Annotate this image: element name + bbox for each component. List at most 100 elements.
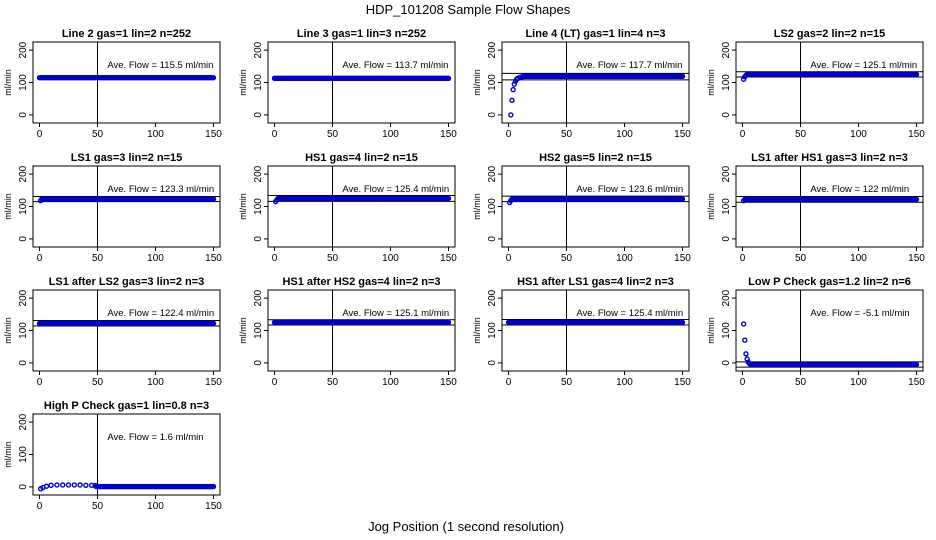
chart-panel: Low P Check gas=1.2 lin=2 n=6 ml/min 0 50 10… bbox=[706, 276, 925, 388]
data-point bbox=[83, 482, 89, 488]
x-tick-label: 50 bbox=[92, 253, 104, 264]
chart-panel: LS1 after HS1 gas=3 lin=2 n=3 ml/min 0 50 10… bbox=[706, 152, 925, 264]
y-axis-label: ml/min bbox=[3, 441, 13, 468]
panel-title: Line 4 (LT) gas=1 lin=4 n=3 bbox=[525, 28, 665, 40]
data-point bbox=[509, 97, 515, 104]
average-flow-annotation: Ave. Flow = 125.4 ml/min bbox=[342, 184, 449, 195]
x-tick-label: 50 bbox=[795, 377, 807, 388]
plot-frame bbox=[501, 289, 690, 372]
panel-title: Line 3 gas=1 lin=3 n=252 bbox=[297, 28, 426, 40]
y-tick-label: 0 bbox=[253, 236, 264, 242]
y-tick-label: 0 bbox=[18, 236, 29, 242]
panel-title: High P Check gas=1 lin=0.8 n=3 bbox=[44, 400, 209, 412]
panel-title: HS2 gas=5 lin=2 n=15 bbox=[539, 152, 652, 164]
average-flow-annotation: Ave. Flow = 1.6 ml/min bbox=[107, 432, 203, 443]
x-tick-label: 50 bbox=[92, 377, 104, 388]
x-tick-label: 100 bbox=[616, 129, 633, 140]
average-flow-annotation: Ave. Flow = 117.7 ml/min bbox=[576, 60, 682, 71]
x-tick-label: 100 bbox=[850, 253, 867, 264]
data-point bbox=[679, 196, 686, 202]
x-tick-label: 150 bbox=[205, 253, 222, 264]
x-tick-label: 0 bbox=[740, 129, 746, 140]
chart-panel: Line 2 gas=1 lin=2 n=252 ml/min 0 50 100 150 0… bbox=[3, 28, 222, 140]
y-axis-label: ml/min bbox=[472, 317, 482, 344]
x-tick-label: 0 bbox=[37, 129, 43, 140]
chart-panel: High P Check gas=1 lin=0.8 n=3 ml/min 0 50 1… bbox=[3, 400, 222, 512]
x-tick-label: 50 bbox=[561, 253, 573, 264]
y-axis-label: ml/min bbox=[3, 193, 13, 220]
x-tick-label: 150 bbox=[205, 501, 222, 512]
data-point bbox=[48, 482, 54, 488]
x-tick-label: 150 bbox=[440, 253, 457, 264]
data-point bbox=[445, 195, 452, 202]
x-tick-label: 0 bbox=[37, 501, 43, 512]
data-point bbox=[210, 483, 217, 490]
y-tick-label: 0 bbox=[253, 360, 264, 366]
y-tick-label: 200 bbox=[253, 289, 264, 306]
average-flow-annotation: Ave. Flow = -5.1 ml/min bbox=[810, 308, 909, 319]
x-tick-label: 0 bbox=[272, 377, 278, 388]
panel-title: LS1 after HS1 gas=3 lin=2 n=3 bbox=[751, 152, 908, 164]
plot-frame bbox=[501, 165, 690, 248]
panel-title: HS1 gas=4 lin=2 n=15 bbox=[305, 152, 418, 164]
y-tick-label: 200 bbox=[721, 165, 732, 182]
y-tick-label: 0 bbox=[721, 112, 732, 118]
plot-frame bbox=[735, 289, 924, 372]
panel-title: LS2 gas=2 lin=2 n=15 bbox=[774, 28, 886, 40]
x-tick-label: 50 bbox=[92, 129, 104, 140]
y-tick-label: 100 bbox=[487, 198, 498, 215]
y-tick-label: 100 bbox=[253, 198, 264, 215]
y-tick-label: 100 bbox=[721, 198, 732, 215]
y-tick-label: 0 bbox=[487, 236, 498, 242]
data-point bbox=[743, 351, 749, 357]
x-tick-label: 0 bbox=[506, 377, 512, 388]
data-point bbox=[210, 320, 217, 327]
chart-panel: HS2 gas=5 lin=2 n=15 ml/min 0 50 100 150 0 100 2… bbox=[472, 152, 691, 264]
x-tick-label: 100 bbox=[147, 501, 164, 512]
panel-title: Line 2 gas=1 lin=2 n=252 bbox=[62, 28, 191, 40]
y-tick-label: 200 bbox=[487, 165, 498, 182]
y-tick-label: 0 bbox=[253, 112, 264, 118]
x-tick-label: 50 bbox=[92, 501, 104, 512]
data-point bbox=[740, 76, 747, 82]
plot-frame bbox=[267, 165, 456, 248]
y-axis-label: ml/min bbox=[238, 69, 248, 96]
data-point bbox=[740, 321, 747, 327]
x-tick-label: 50 bbox=[561, 129, 573, 140]
y-axis-label: ml/min bbox=[706, 317, 716, 344]
data-point bbox=[913, 196, 920, 203]
data-point bbox=[445, 319, 452, 326]
x-tick-label: 0 bbox=[506, 129, 512, 140]
plot-frame bbox=[735, 165, 924, 248]
panel-title: LS1 gas=3 lin=2 n=15 bbox=[71, 152, 183, 164]
y-tick-label: 100 bbox=[487, 74, 498, 91]
y-tick-label: 0 bbox=[721, 360, 732, 366]
y-tick-label: 0 bbox=[18, 360, 29, 366]
plot-frame bbox=[32, 165, 221, 248]
x-tick-label: 0 bbox=[37, 377, 43, 388]
y-axis-label: ml/min bbox=[238, 193, 248, 220]
chart-panel: LS2 gas=2 lin=2 n=15 ml/min 0 50 100 150 0 100 2… bbox=[706, 28, 925, 140]
data-point bbox=[71, 482, 78, 488]
y-tick-label: 100 bbox=[487, 322, 498, 339]
y-axis-label: ml/min bbox=[706, 193, 716, 220]
x-tick-label: 50 bbox=[327, 253, 339, 264]
y-tick-label: 200 bbox=[18, 41, 29, 58]
y-tick-label: 200 bbox=[18, 289, 29, 306]
data-point bbox=[508, 112, 514, 118]
panel-title: Low P Check gas=1.2 lin=2 n=6 bbox=[748, 276, 911, 288]
x-tick-label: 100 bbox=[616, 253, 633, 264]
y-tick-label: 100 bbox=[18, 322, 29, 339]
plot-frame bbox=[267, 41, 456, 124]
average-flow-annotation: Ave. Flow = 123.3 ml/min bbox=[107, 184, 214, 195]
data-point bbox=[742, 337, 748, 343]
plot-frame bbox=[501, 41, 690, 124]
y-axis-label: ml/min bbox=[3, 69, 13, 96]
x-tick-label: 150 bbox=[908, 377, 925, 388]
average-flow-annotation: Ave. Flow = 123.6 ml/min bbox=[576, 184, 683, 195]
data-point bbox=[77, 482, 83, 488]
x-tick-label: 100 bbox=[382, 377, 399, 388]
y-axis-label: ml/min bbox=[3, 317, 13, 344]
average-flow-annotation: Ave. Flow = 122 ml/min bbox=[810, 184, 909, 195]
x-tick-label: 150 bbox=[674, 253, 691, 264]
